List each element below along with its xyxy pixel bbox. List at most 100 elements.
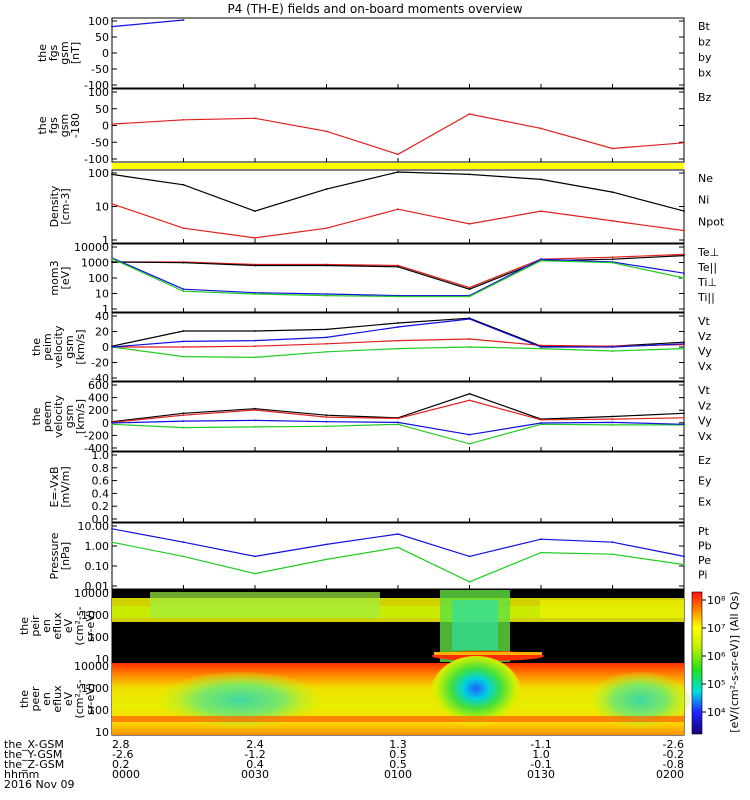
y-tick-label: 50 [95,31,109,44]
legend-Bz: Bz [698,91,712,104]
y-tick-label: -100 [84,153,109,166]
series-Vx-point [182,340,185,343]
y-axis-label: peer [29,686,42,712]
series-Vt-point [182,330,185,332]
y-axis-label: (cm²-s- [73,606,86,645]
series-Vt-point [182,412,185,415]
ephemeris-value: 2.8 [112,738,130,751]
panel-density: 100 10 1 Density[cm-3] Ne Ni Npot [48,167,725,247]
ephemeris-value: -0.1 [530,758,551,771]
panel-frame [111,243,685,313]
series-Pe-point [325,558,328,561]
panel-frame [111,88,685,163]
legend-Vz: Vz [698,330,712,343]
series-Bz-point [254,117,256,120]
series-Vx-point [254,339,256,342]
y-axis-label: peem [41,401,54,432]
y-tick-label: 100 [88,86,109,99]
y-axis-label: the [36,44,49,62]
y-axis-label: velocity [52,395,65,438]
series-Te||-point [611,258,614,261]
series-Vy-point [182,355,185,358]
series-Vy-point [397,347,399,350]
series-Vt-point [683,412,685,415]
series-Pi-point [111,527,113,530]
y-axis-label: sr-eV) [84,610,97,642]
series-Ne-point [397,208,399,211]
series-Vz-point [468,399,471,402]
legend-Npot: Npot [698,215,725,228]
y-tick-label: 10 [95,288,109,301]
series-Vx-point [182,420,185,422]
series-Te||-point [254,264,256,267]
series-Vy-point [468,442,471,445]
ephemeris-value: -0.8 [663,758,684,771]
series-Vt-point [397,322,399,324]
series-Vt-point [683,341,685,344]
series-Te||-point [325,264,328,267]
ephemeris-value: 0130 [527,768,555,781]
series-Pi-point [397,533,399,535]
series-Te⊥-point [397,264,399,267]
legend-Pb: Pb [698,540,712,553]
series-Vz-point [182,346,185,348]
legend-Vx: Vx [698,360,713,373]
legend-Ez: Ez [698,454,711,467]
y-axis-label: gsm [58,114,71,137]
series-Vx-point [468,433,471,436]
series-Ni-line [111,171,685,212]
series-Pe-point [683,563,685,566]
panel-frame [111,522,685,590]
legend-Ex: Ex [698,495,712,508]
y-axis-label: the [18,617,31,635]
series-Pi-point [468,555,471,558]
peer-spectrogram [112,656,690,735]
legend-Vz: Vz [698,399,712,412]
y-tick-label: 1 [102,234,109,247]
ephemeris-value: 0.4 [246,758,264,771]
series-Vy-line [111,423,684,445]
legend-by: by [698,51,712,64]
y-tick-label: 0 [102,341,109,354]
series-Vy-point [611,350,614,352]
y-axis-label: peim [41,333,54,361]
y-tick-label: 10 [95,653,109,666]
y-tick-label: 10000 [74,587,109,600]
y-tick-label: 1.00 [85,540,110,553]
series-Ne-point [683,229,685,232]
series-Ti||-point [540,259,542,262]
series-Vy-point [397,423,399,426]
series-Vy-point [611,424,614,426]
y-axis-label: the [36,116,49,134]
y-tick-label: 0.8 [92,462,110,475]
y-tick-label: 0.6 [92,475,110,488]
series-Bz-point [468,113,471,115]
y-axis-label: [nT] [69,42,82,64]
series-Vx-point [540,422,542,424]
y-tick-label: 1.0 [92,449,110,462]
y-axis-label: sr-eV) [84,683,97,715]
series-Bz-point [111,123,113,125]
panel-temp: 10000 1000 100 10 1 mom3[eV] Te⊥ Te|| Ti⊥ Ti|| [48,241,719,316]
series-Bz-point [325,130,328,133]
y-tick-label: 100 [88,631,109,644]
series-Te⊥-point [611,256,614,259]
y-tick-label: 600 [88,379,109,392]
y-axis-label: [mV/m] [59,466,72,507]
series-Te||-line [111,255,685,290]
y-tick-label: 1 [102,303,109,316]
y-tick-label: 10000 [74,660,109,673]
ephemeris-value: -0.2 [663,748,684,761]
chart-title: P4 (TH-E) fields and on-board moments ov… [227,2,523,16]
series-Vy-point [254,356,256,359]
y-axis-label: [nPa] [59,542,72,570]
legend-Ne: Ne [698,172,713,185]
series-Vz-point [397,417,399,420]
series-Vy-point [254,426,256,428]
series-Ti⊥-point [182,288,185,291]
series-Bz-point [611,147,614,150]
y-axis-label: Density [48,185,61,227]
series-Vz-point [325,416,328,419]
